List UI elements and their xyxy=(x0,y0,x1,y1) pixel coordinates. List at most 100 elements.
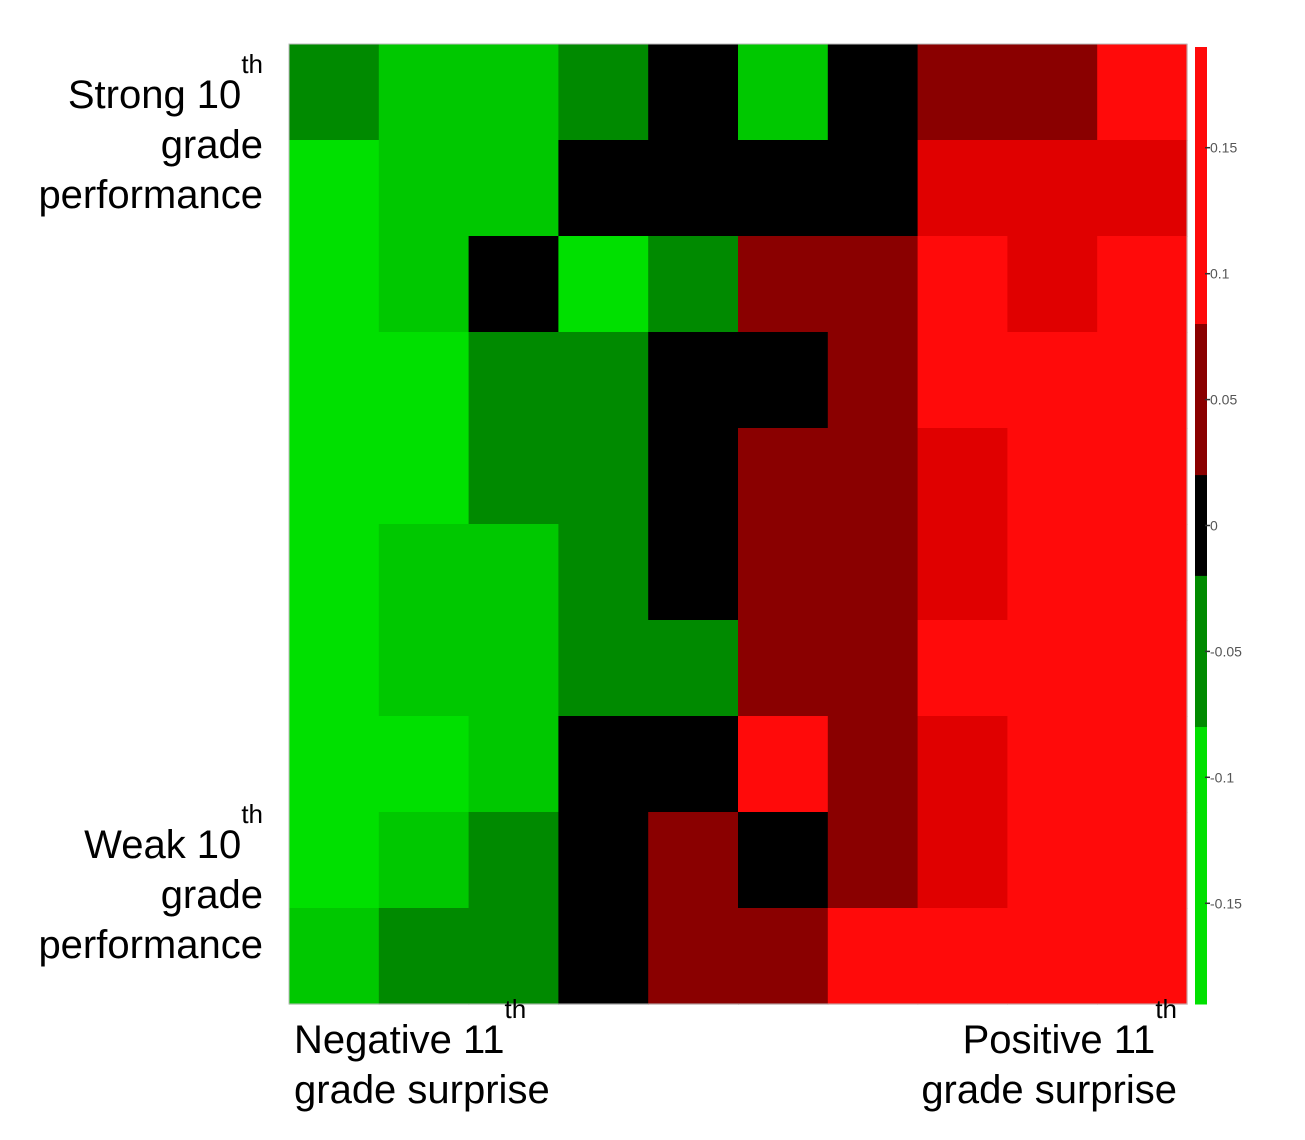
colorbar-band-1 xyxy=(1195,47,1207,325)
heatmap-cell-r3-c3 xyxy=(468,236,559,333)
heatmap-cell-r7-c4 xyxy=(558,620,649,717)
heatmap-cell-r6-c10 xyxy=(1097,524,1188,621)
colorbar-tick-label: -0.1 xyxy=(1210,769,1234,785)
heatmap-cell-r4-c9 xyxy=(1007,332,1098,429)
colorbar-band-5 xyxy=(1195,727,1207,1005)
heatmap-cell-r8-c4 xyxy=(558,716,649,813)
heatmap-cell-r9-c2 xyxy=(378,812,470,909)
heatmap-cell-r10-c7 xyxy=(827,908,919,1005)
heatmap-cell-r7-c10 xyxy=(1097,620,1188,717)
colorbar-band-4 xyxy=(1195,575,1207,728)
heatmap-cell-r7-c9 xyxy=(1007,620,1098,717)
heatmap-cell-r5-c4 xyxy=(558,428,649,525)
heatmap-cell-r10-c1 xyxy=(289,908,380,1005)
heatmap-cell-r10-c10 xyxy=(1097,908,1188,1005)
heatmap-cell-r1-c6 xyxy=(738,44,829,141)
heatmap-cell-r4-c2 xyxy=(378,332,470,429)
heatmap-cell-r1-c5 xyxy=(648,44,739,141)
heatmap-cell-r2-c3 xyxy=(468,140,559,237)
heatmap-cell-r10-c8 xyxy=(917,908,1008,1005)
heatmap-cell-r1-c3 xyxy=(468,44,559,141)
heatmap-cell-r9-c9 xyxy=(1007,812,1098,909)
heatmap-cell-r1-c9 xyxy=(1007,44,1098,141)
heatmap-cell-r9-c5 xyxy=(648,812,739,909)
heatmap-cell-r6-c3 xyxy=(468,524,559,621)
colorbar-tick-label: 0.1 xyxy=(1210,266,1230,282)
heatmap-cell-r2-c2 xyxy=(378,140,470,237)
heatmap-cell-r10-c4 xyxy=(558,908,649,1005)
heatmap-cell-r9-c7 xyxy=(827,812,919,909)
heatmap-cell-r6-c9 xyxy=(1007,524,1098,621)
heatmap-cell-r1-c7 xyxy=(827,44,919,141)
heatmap-cell-r5-c1 xyxy=(289,428,380,525)
heatmap-cell-r2-c4 xyxy=(558,140,649,237)
heatmap-cell-r9-c1 xyxy=(289,812,380,909)
heatmap-cell-r3-c4 xyxy=(558,236,649,333)
heatmap-cell-r3-c1 xyxy=(289,236,380,333)
heatmap-cell-r9-c4 xyxy=(558,812,649,909)
heatmap-cell-r10-c5 xyxy=(648,908,739,1005)
heatmap-cell-r4-c8 xyxy=(917,332,1008,429)
heatmap-cell-r1-c8 xyxy=(917,44,1008,141)
heatmap-cell-r2-c7 xyxy=(827,140,919,237)
heatmap-cell-r5-c8 xyxy=(917,428,1008,525)
heatmap-cell-r2-c9 xyxy=(1007,140,1098,237)
heatmap-cell-r3-c9 xyxy=(1007,236,1098,333)
heatmap-cell-r7-c8 xyxy=(917,620,1008,717)
heatmap-cell-r9-c10 xyxy=(1097,812,1188,909)
heatmap-cell-r6-c7 xyxy=(827,524,919,621)
heatmap-cell-r10-c3 xyxy=(468,908,559,1005)
heatmap-cell-r5-c10 xyxy=(1097,428,1188,525)
heatmap-cell-r1-c10 xyxy=(1097,44,1188,141)
heatmap-cell-r8-c9 xyxy=(1007,716,1098,813)
heatmap-cell-r3-c5 xyxy=(648,236,739,333)
heatmap-cell-r9-c6 xyxy=(738,812,829,909)
heatmap-cell-r7-c5 xyxy=(648,620,739,717)
row-label-strong: Strong 10th grade performance xyxy=(38,49,263,217)
column-label-positive: Positive 11th grade surprise xyxy=(921,994,1177,1112)
heatmap-cell-r8-c1 xyxy=(289,716,380,813)
heatmap-cell-r1-c1 xyxy=(289,44,380,141)
heatmap-cell-r5-c2 xyxy=(378,428,470,525)
row-label-weak: Weak 10th grade performance xyxy=(38,799,263,967)
heatmap-cell-r1-c2 xyxy=(378,44,470,141)
heatmap-cell-r2-c10 xyxy=(1097,140,1188,237)
heatmap-cell-r5-c3 xyxy=(468,428,559,525)
heatmap-cell-r3-c2 xyxy=(378,236,470,333)
heatmap-cell-r5-c7 xyxy=(827,428,919,525)
heatmap-cell-r8-c2 xyxy=(378,716,470,813)
heatmap-cell-r10-c2 xyxy=(378,908,470,1005)
heatmap-cell-r6-c6 xyxy=(738,524,829,621)
colorbar-band-2 xyxy=(1195,324,1207,476)
heatmap-cell-r10-c6 xyxy=(738,908,829,1005)
heatmap-cell-r4-c7 xyxy=(827,332,919,429)
heatmap-cell-r6-c4 xyxy=(558,524,649,621)
heatmap-cell-r3-c10 xyxy=(1097,236,1188,333)
heatmap-cell-r7-c7 xyxy=(827,620,919,717)
heatmap-cell-r6-c2 xyxy=(378,524,470,621)
heatmap-cell-r4-c6 xyxy=(738,332,829,429)
heatmap-cell-r3-c8 xyxy=(917,236,1008,333)
heatmap-cell-r7-c1 xyxy=(289,620,380,717)
heatmap-cell-r4-c3 xyxy=(468,332,559,429)
heatmap-cell-r10-c9 xyxy=(1007,908,1098,1005)
heatmap-cell-r3-c6 xyxy=(738,236,829,333)
heatmap-cell-r8-c3 xyxy=(468,716,559,813)
heatmap-cell-r2-c6 xyxy=(738,140,829,237)
colorbar-tick-label: -0.15 xyxy=(1210,895,1242,911)
heatmap-cell-r5-c6 xyxy=(738,428,829,525)
heatmap-cell-r8-c5 xyxy=(648,716,739,813)
heatmap-cell-r4-c5 xyxy=(648,332,739,429)
heatmap-cell-r2-c8 xyxy=(917,140,1008,237)
heatmap-cell-r6-c5 xyxy=(648,524,739,621)
colorbar-tick-label: 0.15 xyxy=(1210,140,1237,156)
heatmap-cell-r8-c10 xyxy=(1097,716,1188,813)
heatmap-cell-r4-c4 xyxy=(558,332,649,429)
colorbar: 0.15 0.1 0.05 0 -0.05 -0.1 -0.15 xyxy=(1195,47,1242,1005)
heatmap-cell-r7-c2 xyxy=(378,620,470,717)
heatmap-cells xyxy=(289,44,1188,1005)
heatmap-cell-r1-c4 xyxy=(558,44,649,141)
heatmap-cell-r8-c8 xyxy=(917,716,1008,813)
column-label-negative: Negative 11th grade surprise xyxy=(294,994,550,1112)
